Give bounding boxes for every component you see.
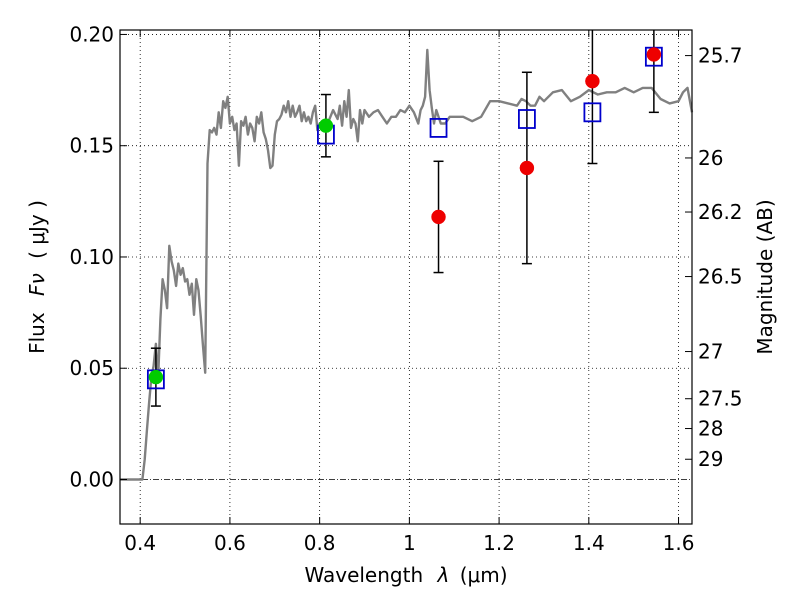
tick-layer: 0.4 0.6 0.8 1 1.2 1.4 1.6 0.00 0.05 0.10 0.15 0.20 2… xyxy=(69,22,742,555)
x-axis-label-unit: (μm) xyxy=(460,563,508,587)
spectrum-layer xyxy=(120,48,694,481)
y-tick-label: 0.05 xyxy=(69,356,114,380)
x-tick-label: 0.6 xyxy=(214,531,246,555)
circle-marker xyxy=(318,118,334,133)
circle-marker xyxy=(519,160,535,176)
y2-tick-label: 27 xyxy=(698,340,723,364)
x-axis-label-symbol: λ xyxy=(437,563,450,587)
x-tick-label: 1.6 xyxy=(663,531,695,555)
square-marker xyxy=(518,109,536,129)
marker-layer xyxy=(146,46,663,390)
y-tick-label: 0.10 xyxy=(69,245,114,269)
errorbar-layer xyxy=(150,30,659,407)
x-tick-label: 0.4 xyxy=(124,531,156,555)
x-tick-label: 1 xyxy=(403,531,416,555)
y-axis-label-symbol: Fν xyxy=(25,273,49,296)
y2-tick-label: 26 xyxy=(698,146,723,170)
y2-tick-label: 28 xyxy=(698,417,723,441)
y-tick-label: 0.20 xyxy=(69,22,114,46)
y-tick-label: 0.15 xyxy=(69,134,114,158)
y-axis-label-unit: ( μJy ) xyxy=(25,200,49,259)
template-spectrum-line xyxy=(120,48,694,481)
square-marker xyxy=(429,118,448,138)
grid-layer xyxy=(120,30,692,524)
x-tick-label: 1.2 xyxy=(483,531,515,555)
circle-marker xyxy=(431,209,446,225)
x-tick-label: 0.8 xyxy=(304,531,336,555)
y2-tick-label: 26.5 xyxy=(698,265,743,289)
y-axis-label: Flux Fν ( μJy ) xyxy=(25,200,49,354)
y-axis-label-text: Flux xyxy=(25,312,49,354)
y2-tick-label: 29 xyxy=(698,447,723,471)
circle-marker xyxy=(646,47,662,62)
circle-marker xyxy=(148,369,164,385)
circle-marker xyxy=(585,73,600,89)
square-marker xyxy=(583,102,602,123)
y-tick-label: 0.00 xyxy=(69,467,114,491)
y2-tick-label: 25.7 xyxy=(698,44,743,68)
x-tick-label: 1.4 xyxy=(573,531,605,555)
x-axis-label: Wavelength λ (μm) xyxy=(304,563,507,587)
x-axis-label-text: Wavelength xyxy=(304,563,423,587)
y2-tick-label: 26.2 xyxy=(698,200,743,224)
right-axis-label: Magnitude (AB) xyxy=(753,199,777,354)
y2-tick-label: 27.5 xyxy=(698,387,743,411)
